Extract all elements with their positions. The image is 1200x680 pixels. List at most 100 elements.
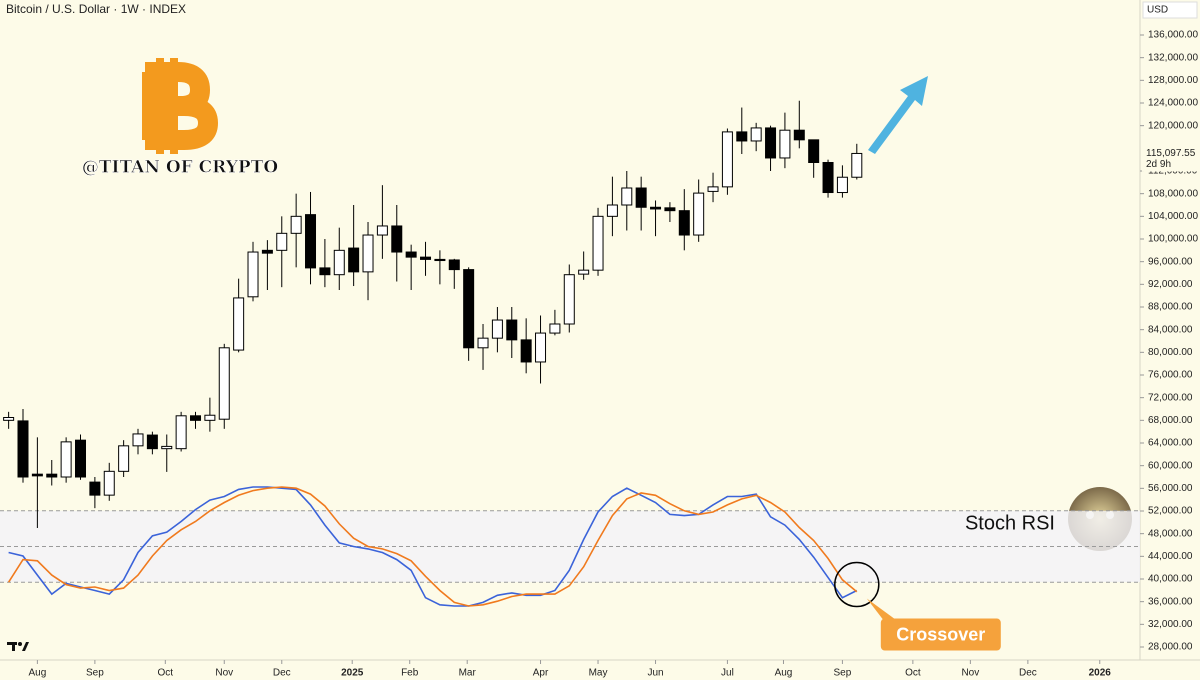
candle-body <box>17 420 29 478</box>
candle-body <box>592 215 604 271</box>
candle-body <box>118 445 130 472</box>
y-tick-label: 68,000.00 <box>1148 415 1193 426</box>
last-price-box <box>1142 145 1198 172</box>
x-tick-label: Nov <box>961 668 979 679</box>
candle-body <box>693 192 705 236</box>
candle-body <box>290 215 302 234</box>
candle-body <box>233 297 245 351</box>
y-tick-label: 28,000.00 <box>1148 642 1193 653</box>
candle-body <box>477 337 489 349</box>
y-tick-label: 64,000.00 <box>1148 438 1193 449</box>
tv-logo <box>7 642 29 651</box>
candle-body <box>132 433 144 447</box>
countdown: 2d 9h <box>1146 159 1171 170</box>
y-tick-label: 40,000.00 <box>1148 574 1193 585</box>
candle-body <box>319 267 331 276</box>
candle-body <box>391 225 403 253</box>
callout-pointer <box>866 598 897 625</box>
last-price: 115,097.55 <box>1146 148 1196 159</box>
callout-text: Crossover <box>896 624 985 644</box>
candle-body <box>276 232 288 251</box>
candle-body <box>405 251 417 258</box>
y-tick-label: 128,000.00 <box>1148 75 1198 86</box>
currency-box[interactable] <box>1142 1 1198 19</box>
candle-body <box>247 251 259 298</box>
candle-body <box>348 247 360 273</box>
candle-body <box>736 131 748 142</box>
candle-body <box>89 481 101 496</box>
candle-body <box>563 274 575 325</box>
y-tick-label: 84,000.00 <box>1148 324 1193 335</box>
x-tick-label: May <box>589 668 608 679</box>
y-tick-label: 76,000.00 <box>1148 370 1193 381</box>
candle-body <box>851 152 863 178</box>
candle-body <box>204 414 216 421</box>
x-tick-label: Nov <box>215 668 233 679</box>
y-tick-label: 48,000.00 <box>1148 528 1193 539</box>
candle-body <box>190 415 202 421</box>
up-arrow <box>868 76 928 154</box>
candle-body <box>376 225 388 236</box>
candle-body <box>305 214 317 269</box>
candle-body <box>420 256 432 260</box>
candle-body <box>146 434 158 450</box>
candle-body <box>362 234 374 273</box>
candle-body <box>506 319 518 341</box>
x-tick-label: Sep <box>834 668 852 679</box>
plot: 28,000.00 32,000.00 36,000.00 40,000.00 44,0… <box>0 30 1198 679</box>
candle-body <box>434 258 446 262</box>
candle-body <box>678 210 690 236</box>
crossover-circle <box>834 561 880 608</box>
candle-body <box>664 207 676 212</box>
candle-body <box>448 259 460 271</box>
stoch-line <box>8 486 858 607</box>
candle-body <box>836 176 848 194</box>
x-tick-label: Oct <box>158 668 174 679</box>
candle-body <box>103 470 115 496</box>
x-tick-label: Jun <box>647 668 663 679</box>
candle-body <box>535 332 547 363</box>
x-tick-label: Jul <box>721 668 734 679</box>
y-tick-label: 88,000.00 <box>1148 302 1193 313</box>
y-tick-label: 124,000.00 <box>1148 98 1198 109</box>
y-tick-label: 132,000.00 <box>1148 52 1198 63</box>
x-tick-label: Aug <box>28 668 46 679</box>
candle-body <box>3 416 15 421</box>
candle-body <box>779 129 791 159</box>
candle-body <box>606 204 618 217</box>
currency: USD <box>1147 5 1168 16</box>
candle-body <box>822 161 834 194</box>
candle-body <box>261 249 273 254</box>
y-tick-label: 92,000.00 <box>1148 279 1193 290</box>
candle-body <box>635 187 647 208</box>
candle-body <box>520 339 532 363</box>
candle-body <box>721 131 733 188</box>
candle-body <box>707 186 719 192</box>
x-tick-label: Dec <box>273 668 291 679</box>
candle-body <box>491 319 503 339</box>
candle-body <box>463 269 475 349</box>
candle-body <box>578 269 590 275</box>
y-tick-label: 136,000.00 <box>1148 30 1198 41</box>
candle-body <box>793 129 805 141</box>
x-tick-label: Mar <box>459 668 477 679</box>
x-tick-label: 2026 <box>1089 668 1112 679</box>
candle-body <box>75 439 87 478</box>
x-tick-label: Aug <box>775 668 793 679</box>
candle-body <box>161 445 173 450</box>
x-tick-label: Oct <box>905 668 921 679</box>
y-tick-label: 32,000.00 <box>1148 619 1193 630</box>
x-tick-label: Feb <box>401 668 419 679</box>
candle-body <box>808 139 820 163</box>
y-tick-label: 100,000.00 <box>1148 234 1198 245</box>
candle-body <box>60 441 72 478</box>
y-tick-label: 120,000.00 <box>1148 120 1198 131</box>
y-tick-label: 104,000.00 <box>1148 211 1198 222</box>
stoch-label: Stoch RSI <box>965 512 1055 534</box>
y-tick-label: 80,000.00 <box>1148 347 1193 358</box>
candle-body <box>621 187 633 206</box>
x-tick-label: Apr <box>533 668 549 679</box>
chart-title: Bitcoin / U.S. Dollar · 1W · INDEX <box>6 2 186 16</box>
